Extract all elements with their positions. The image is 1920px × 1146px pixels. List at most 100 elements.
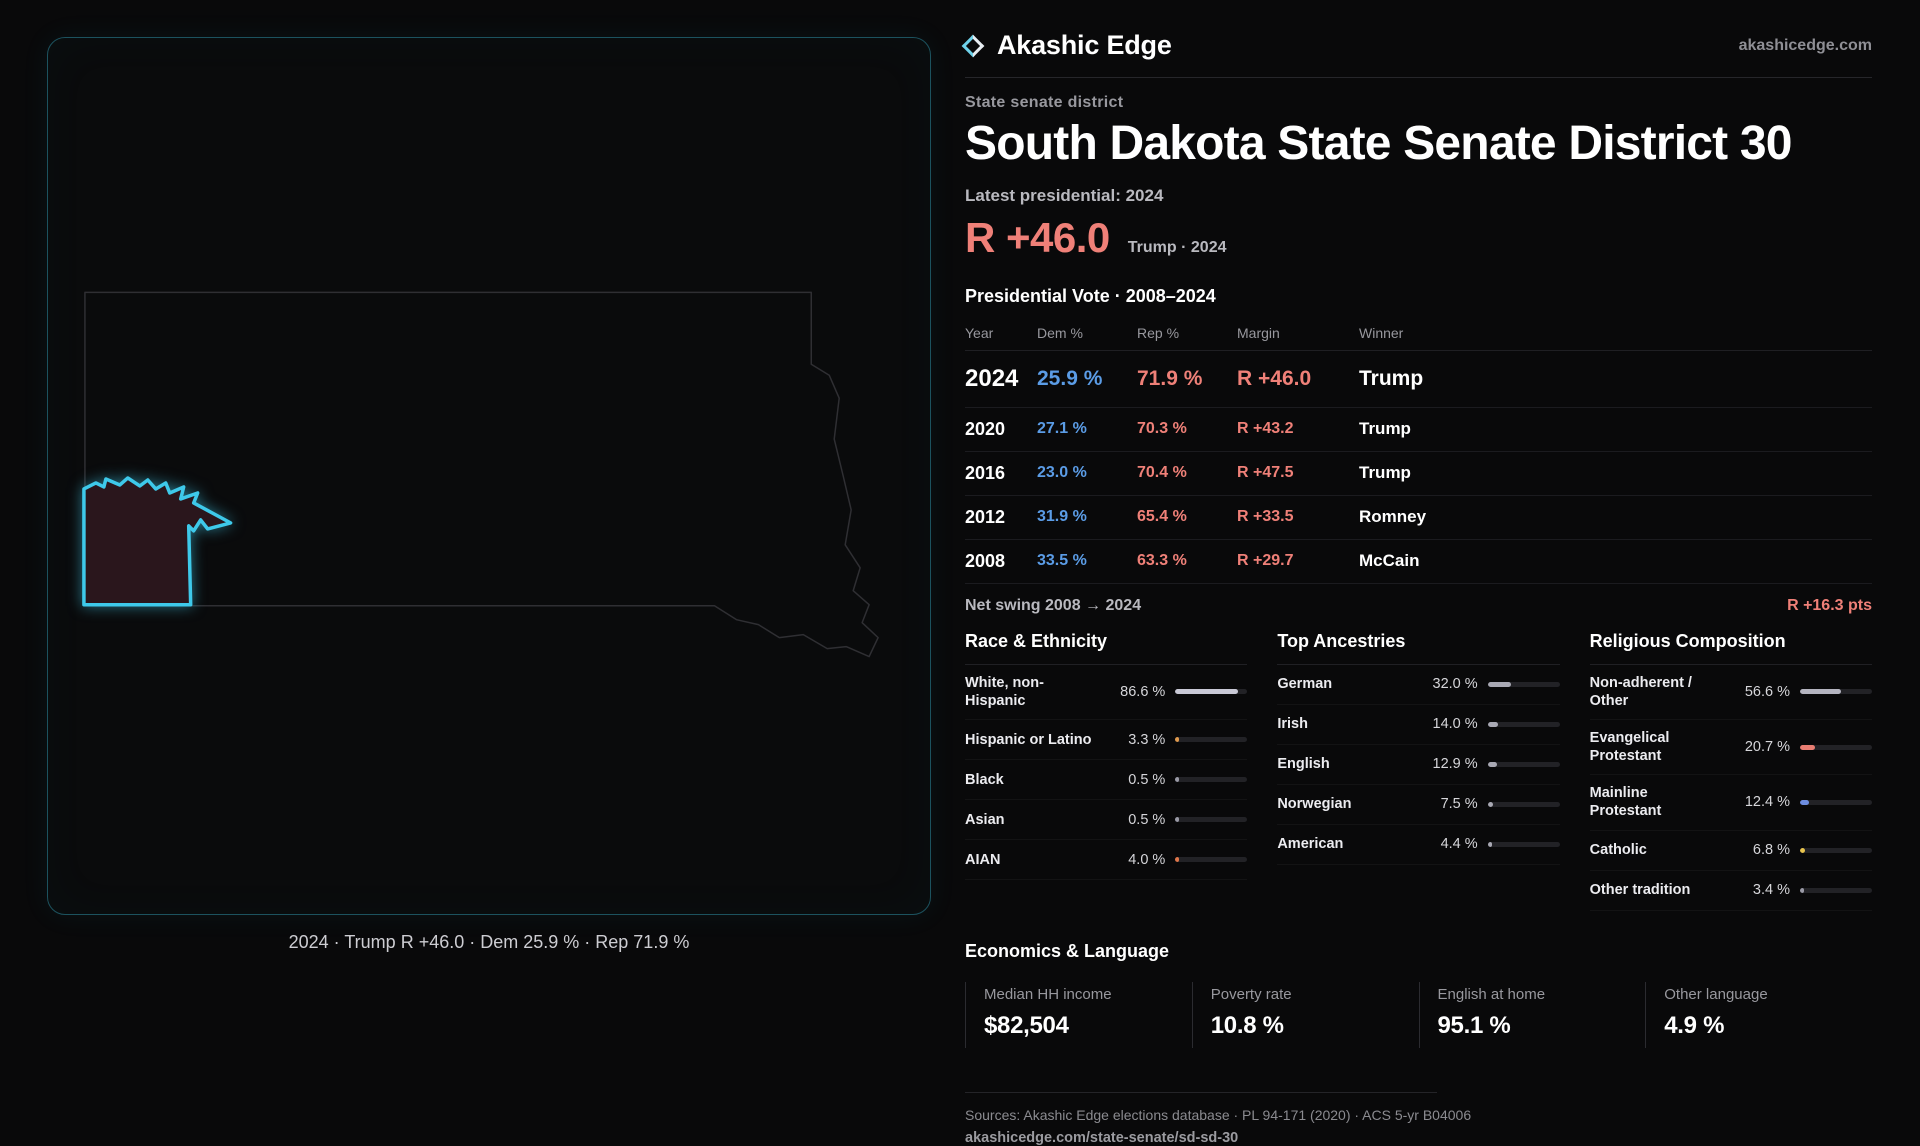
- site-domain-link[interactable]: akashicedge.com: [1738, 36, 1872, 54]
- demo-bar: [1800, 799, 1872, 805]
- cell-dem-pct: 23.0 %: [1037, 464, 1087, 482]
- demo-bar-fill: [1487, 841, 1492, 847]
- demo-label: American: [1277, 836, 1344, 853]
- net-swing-label: Net swing 2008 → 2024: [965, 596, 1142, 614]
- cell-rep-pct: 70.3 %: [1137, 420, 1187, 438]
- demo-bar: [1800, 744, 1872, 750]
- demo-bar-fill: [1175, 817, 1180, 823]
- stat-value: 95.1 %: [1437, 1011, 1511, 1039]
- cell-year: 2012: [965, 506, 1006, 527]
- brand-name: Akashic Edge: [997, 30, 1172, 60]
- demo-row: Black 0.5 %: [965, 760, 1248, 801]
- demo-bar-fill: [1175, 857, 1180, 863]
- permalink[interactable]: akashicedge.com/state-senate/sd-sd-30: [965, 1129, 1239, 1146]
- demo-row: Catholic 6.8 %: [1589, 831, 1872, 871]
- demo-bar: [1175, 817, 1248, 823]
- demo-row: Asian 0.5 %: [965, 800, 1248, 841]
- demo-row: Non-adherent / Other 56.6 %: [1589, 665, 1872, 721]
- pres-vote-row-2012: 2012 31.9 % 65.4 % R +33.5 Romney: [965, 496, 1872, 540]
- demo-label: Non-adherent / Other: [1589, 674, 1692, 709]
- district-30-shape[interactable]: [82, 476, 233, 607]
- cell-year: 2016: [965, 462, 1006, 483]
- district-map: [82, 291, 879, 658]
- demo-label: AIAN: [965, 851, 1001, 868]
- demo-label: German: [1277, 676, 1333, 693]
- demo-column-title: Race & Ethnicity: [965, 631, 1248, 665]
- cell-rep-pct: 65.4 %: [1137, 508, 1187, 526]
- demo-bar: [1487, 681, 1560, 687]
- headline-margin-row: R +46.0 Trump · 2024: [965, 214, 1872, 262]
- demo-row: German 32.0 %: [1277, 665, 1560, 705]
- district-type-kicker: State senate district: [965, 94, 1124, 111]
- demo-value: 56.6 %: [1744, 683, 1790, 700]
- economics-stats: Median HH income $82,504 Poverty rate 10.8 …: [965, 981, 1872, 1048]
- pres-vote-table: Year Dem % Rep % Margin Winner 2024 25.9 …: [965, 317, 1872, 584]
- demo-value: 3.3 %: [1128, 731, 1166, 748]
- demo-column: Race & Ethnicity White, non-Hispanic 86.6 …: [965, 631, 1248, 911]
- demo-bar-fill: [1175, 737, 1180, 743]
- cell-margin: R +43.2: [1237, 420, 1294, 438]
- demo-bar: [1800, 847, 1872, 853]
- cell-dem-pct: 27.1 %: [1037, 420, 1087, 438]
- latest-presidential-label: Latest presidential: 2024: [965, 185, 1164, 205]
- demo-row: English 12.9 %: [1277, 745, 1560, 785]
- page-title: South Dakota State Senate District 30: [965, 117, 1792, 170]
- pres-vote-table-title: Presidential Vote · 2008–2024: [965, 285, 1216, 306]
- demo-row: Hispanic or Latino 3.3 %: [965, 720, 1248, 761]
- demo-column-title: Religious Composition: [1589, 631, 1872, 665]
- cell-winner: McCain: [1359, 551, 1420, 571]
- cell-year: 2024: [965, 364, 1019, 392]
- stat-other-language: Other language 4.9 %: [1645, 981, 1872, 1048]
- stat-poverty-rate: Poverty rate 10.8 %: [1191, 981, 1419, 1048]
- demo-row: AIAN 4.0 %: [965, 840, 1248, 881]
- demo-label: Mainline Protestant: [1589, 785, 1662, 820]
- net-swing-row: Net swing 2008 → 2024 R +16.3 pts: [965, 597, 1872, 615]
- map-section: 2024 · Trump R +46.0 · Dem 25.9 % · Rep …: [0, 0, 965, 1080]
- stat-label: English at home: [1437, 985, 1546, 1003]
- demo-bar: [1487, 841, 1560, 847]
- demo-value: 12.4 %: [1744, 794, 1790, 811]
- demo-value: 86.6 %: [1120, 683, 1166, 700]
- pres-vote-table-body: 2024 25.9 % 71.9 % R +46.0 Trump 2020 27.1 % 70…: [965, 351, 1872, 584]
- brand: Akashic Edge: [961, 30, 1172, 61]
- demo-bar: [1175, 857, 1248, 863]
- col-header-year: Year: [965, 324, 994, 341]
- demo-value: 3.4 %: [1752, 882, 1790, 899]
- demo-label: White, non-Hispanic: [965, 674, 1044, 709]
- demo-label: English: [1277, 756, 1330, 773]
- cell-margin: R +47.5: [1237, 464, 1294, 482]
- demo-column-title: Top Ancestries: [1277, 631, 1560, 665]
- demo-value: 4.0 %: [1128, 851, 1166, 868]
- pres-vote-row-2020: 2020 27.1 % 70.3 % R +43.2 Trump: [965, 408, 1872, 452]
- demographics-columns: Race & Ethnicity White, non-Hispanic 86.6 …: [965, 631, 1872, 911]
- demo-value: 0.5 %: [1128, 771, 1166, 788]
- demo-label: Norwegian: [1277, 796, 1352, 813]
- demo-value: 0.5 %: [1128, 811, 1166, 828]
- pres-vote-table-header: Year Dem % Rep % Margin Winner: [965, 317, 1872, 351]
- demo-label: Black: [965, 771, 1004, 788]
- demo-row: Other tradition 3.4 %: [1589, 871, 1872, 911]
- cell-winner: Trump: [1359, 419, 1411, 439]
- demo-value: 14.0 %: [1432, 716, 1478, 733]
- map-caption: 2024 · Trump R +46.0 · Dem 25.9 % · Rep …: [288, 932, 690, 952]
- headline-context: Trump · 2024: [1127, 238, 1227, 256]
- demo-bar: [1487, 761, 1560, 767]
- demo-bar-fill: [1175, 777, 1180, 783]
- demo-label: Evangelical Protestant: [1589, 730, 1670, 765]
- demo-row: American 4.4 %: [1277, 825, 1560, 865]
- col-header-margin: Margin: [1237, 324, 1280, 341]
- demo-label: Hispanic or Latino: [965, 731, 1092, 748]
- demo-value: 12.9 %: [1432, 756, 1478, 773]
- demo-bar: [1487, 721, 1560, 727]
- cell-year: 2020: [965, 418, 1006, 439]
- col-header-winner: Winner: [1359, 324, 1404, 341]
- demo-label: Catholic: [1589, 842, 1647, 859]
- stat-label: Poverty rate: [1210, 985, 1292, 1003]
- demo-bar-fill: [1487, 801, 1494, 807]
- cell-dem-pct: 25.9 %: [1037, 366, 1103, 390]
- demo-value: 4.4 %: [1440, 836, 1478, 853]
- cell-dem-pct: 31.9 %: [1037, 508, 1087, 526]
- cell-winner: Romney: [1359, 507, 1427, 527]
- pres-vote-row-2008: 2008 33.5 % 63.3 % R +29.7 McCain: [965, 540, 1872, 584]
- demo-row: Norwegian 7.5 %: [1277, 785, 1560, 825]
